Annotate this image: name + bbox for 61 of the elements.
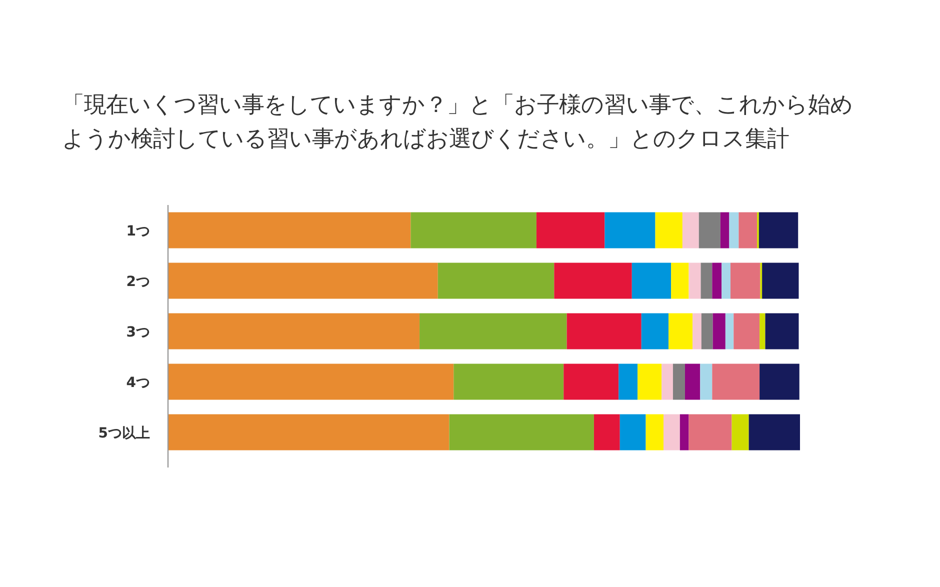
bar bbox=[668, 313, 693, 350]
bar bbox=[663, 414, 680, 450]
bar bbox=[672, 364, 685, 400]
bar bbox=[712, 313, 726, 350]
bar bbox=[758, 212, 798, 248]
bar bbox=[729, 212, 739, 248]
bar bbox=[762, 262, 799, 299]
y-tick-label: 1つ bbox=[126, 223, 150, 240]
bar bbox=[732, 414, 749, 450]
bar bbox=[671, 262, 689, 299]
bar bbox=[692, 313, 702, 350]
bar bbox=[720, 212, 730, 248]
bar bbox=[655, 212, 682, 248]
bar bbox=[454, 364, 564, 400]
bar bbox=[168, 212, 411, 248]
bar bbox=[594, 414, 620, 450]
bar bbox=[698, 212, 720, 248]
bar bbox=[632, 262, 672, 299]
bar bbox=[765, 313, 799, 350]
bar bbox=[684, 364, 700, 400]
bar bbox=[638, 364, 662, 400]
bar bbox=[722, 262, 730, 299]
bar bbox=[688, 414, 732, 450]
bar bbox=[734, 313, 760, 350]
y-tick-label: 5つ以上 bbox=[98, 425, 150, 442]
bar bbox=[168, 262, 438, 299]
bar bbox=[700, 262, 712, 299]
bar bbox=[748, 414, 800, 450]
bar bbox=[168, 414, 450, 450]
chart-title: 「現在いくつ習い事をしていますか？」と「お子様の習い事で、これから始めようか検討している習い事があればお選びください。」とのクロス集計 bbox=[62, 91, 854, 154]
y-tick-label: 2つ bbox=[126, 274, 150, 290]
bar bbox=[554, 262, 632, 299]
bar bbox=[410, 212, 536, 248]
bar bbox=[760, 364, 800, 400]
bar bbox=[712, 364, 760, 400]
bar bbox=[620, 414, 646, 450]
bar bbox=[760, 313, 766, 350]
bar bbox=[536, 212, 605, 248]
bar bbox=[449, 414, 594, 450]
bar bbox=[738, 212, 758, 248]
bar bbox=[730, 262, 760, 299]
bar bbox=[712, 262, 722, 299]
bar bbox=[420, 313, 567, 350]
bar bbox=[566, 313, 642, 350]
bar bbox=[168, 313, 420, 350]
bar bbox=[688, 262, 701, 299]
bar bbox=[701, 313, 713, 350]
bar bbox=[680, 414, 689, 450]
y-tick-label: 4つ bbox=[126, 374, 150, 391]
bar bbox=[564, 364, 619, 400]
bar bbox=[646, 414, 664, 450]
bar bbox=[618, 364, 638, 400]
bar bbox=[438, 262, 554, 299]
bar bbox=[725, 313, 734, 350]
bar bbox=[662, 364, 673, 400]
bar bbox=[641, 313, 669, 350]
bar bbox=[700, 364, 712, 400]
bar bbox=[168, 364, 454, 400]
bar bbox=[604, 212, 656, 248]
y-tick-label: 3つ bbox=[126, 324, 150, 340]
bar bbox=[682, 212, 699, 248]
